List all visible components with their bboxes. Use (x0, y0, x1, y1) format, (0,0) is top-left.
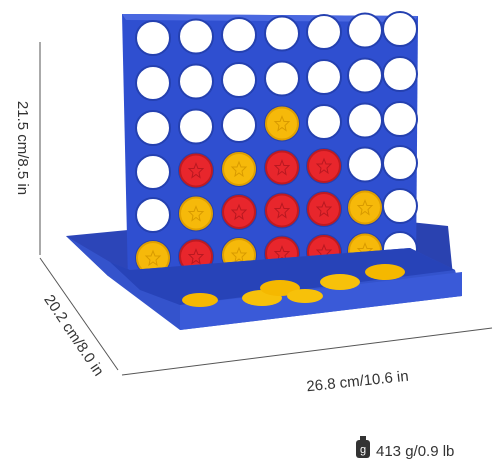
piece-star (315, 157, 333, 175)
hole (221, 107, 257, 143)
hole (178, 63, 214, 100)
piece-star (273, 245, 291, 262)
piece (287, 289, 323, 303)
piece (265, 106, 299, 141)
depth-label: 20.2 cm/8.0 in (40, 292, 107, 380)
piece-star (315, 200, 333, 218)
weight-icon-letter: g (360, 444, 366, 456)
height-label: 21.5 cm/8.5 in (14, 101, 31, 195)
piece (307, 192, 341, 226)
weight-icon-top (360, 436, 366, 441)
hole (382, 145, 418, 181)
hole (347, 57, 383, 94)
piece (307, 149, 341, 183)
hole (135, 110, 171, 146)
piece-star (230, 246, 248, 264)
piece (260, 280, 300, 296)
piece (222, 195, 256, 229)
piece (348, 190, 382, 225)
hole (306, 14, 342, 50)
depth-line (39, 257, 119, 371)
tray-floor (110, 248, 455, 305)
piece-star (187, 205, 205, 222)
hole (382, 11, 418, 47)
piece-star (273, 202, 291, 219)
hole (135, 154, 171, 190)
piece-star (230, 203, 248, 221)
piece-star (187, 248, 205, 265)
hole (382, 56, 418, 92)
piece-star (230, 160, 248, 178)
hole (135, 65, 171, 101)
hole (178, 18, 214, 55)
hole (221, 17, 257, 53)
piece (265, 193, 299, 228)
hole (347, 102, 383, 139)
piece (365, 264, 405, 280)
piece (179, 153, 213, 188)
width-line (121, 327, 493, 376)
tray-lip (180, 272, 462, 330)
hole (135, 20, 171, 56)
piece-star (187, 162, 205, 179)
width-label: 26.8 cm/10.6 in (306, 368, 410, 396)
hole (178, 108, 214, 145)
hole (135, 197, 171, 233)
weight-icon (356, 440, 370, 458)
hole (382, 188, 418, 224)
piece-star (273, 159, 291, 176)
hole (306, 59, 342, 95)
hole (264, 60, 300, 97)
weight-label: 413 g/0.9 lb (376, 443, 454, 460)
piece (182, 293, 218, 307)
piece (265, 150, 299, 185)
piece (222, 152, 256, 186)
piece-star (273, 115, 291, 132)
piece-star (356, 199, 374, 216)
hole (382, 101, 418, 137)
hole (347, 12, 383, 49)
hole (264, 15, 300, 52)
hole (306, 104, 342, 140)
hole (221, 62, 257, 98)
piece (320, 274, 360, 290)
piece (179, 196, 213, 231)
piece-star (144, 249, 162, 267)
hole (347, 146, 383, 183)
loose-pieces (182, 264, 405, 307)
